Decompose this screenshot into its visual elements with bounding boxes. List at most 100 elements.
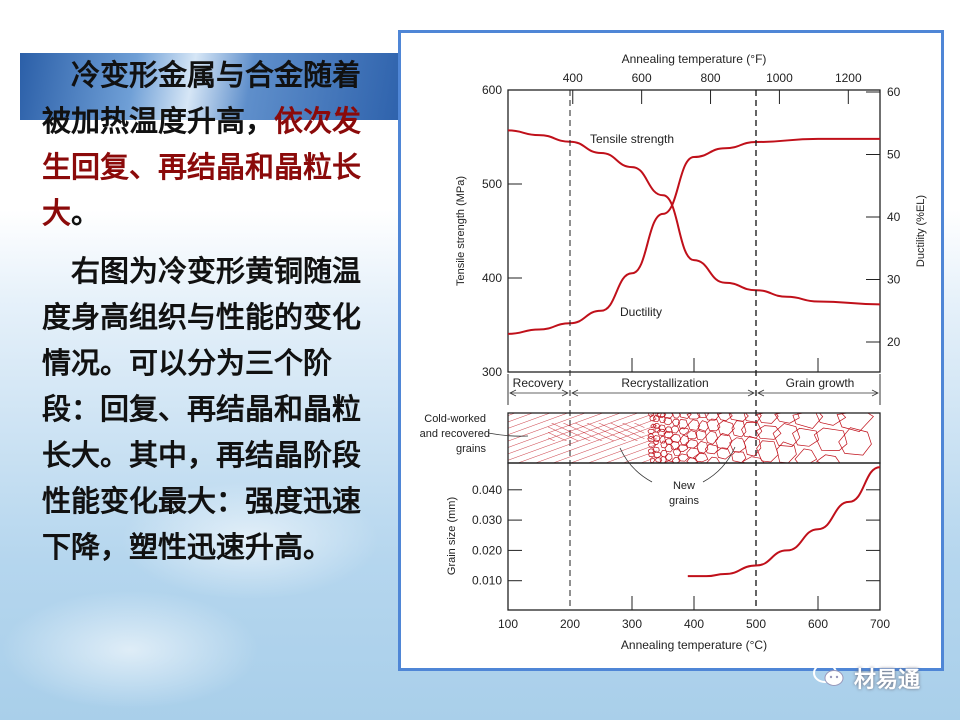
grain-y-tick-label: 0.020 [472, 543, 502, 557]
y-tick-label: 600 [482, 83, 502, 97]
paragraph-2: 右图为冷变形黄铜随温度身高组织与性能的变化情况。可以分为三个阶段：回复、再结晶和… [42, 254, 362, 564]
y2-axis-title: Ductility (%EL) [915, 195, 927, 267]
cold-worked-grains [548, 423, 645, 441]
top-x-axis-title: Annealing temperature (°F) [622, 52, 767, 66]
new-grain [670, 425, 680, 434]
top-x-tick-label: 600 [632, 71, 652, 85]
new-grain [654, 427, 661, 433]
y2-tick-label: 50 [887, 148, 901, 162]
x-tick-label: 700 [870, 617, 890, 631]
x-tick-label: 600 [808, 617, 828, 631]
para1-highlight: 依次发生回复、再结晶和晶粒长大 [42, 104, 362, 230]
new-grain [815, 454, 841, 464]
new-grain [663, 430, 674, 439]
new-grain [813, 427, 848, 451]
new-grain [756, 440, 779, 463]
new-grain [652, 423, 661, 429]
new-grain [838, 427, 872, 456]
watermark: 材易通 [812, 662, 920, 694]
watermark-text: 材易通 [854, 668, 921, 693]
tensile-strength-line [507, 129, 881, 306]
x-tick-label: 400 [684, 617, 704, 631]
new-grain [672, 447, 682, 457]
title-band [20, 53, 400, 120]
grain-y-tick-label: 0.040 [472, 483, 502, 497]
cold-worked-label: grains [456, 443, 486, 455]
x-tick-label: 100 [498, 617, 518, 631]
cold-worked-label: and recovered [420, 428, 490, 440]
y2-tick-label: 30 [887, 273, 901, 287]
new-grain [665, 453, 673, 461]
y-tick-label: 400 [482, 271, 502, 285]
arrowhead [757, 389, 879, 397]
new-grain [670, 440, 680, 451]
new-grain [649, 415, 656, 422]
x-tick-label: 500 [746, 617, 766, 631]
x-tick-label: 200 [560, 617, 580, 631]
new-grain [677, 453, 689, 462]
stage-recrystallization: Recrystallization [621, 376, 708, 390]
new-grain [697, 420, 709, 433]
new-grain [656, 428, 667, 436]
new-grain [647, 433, 655, 440]
new-grain [731, 420, 747, 438]
new-grain [664, 444, 674, 453]
new-grain [670, 433, 682, 443]
stage-grain-growth: Grain growth [786, 376, 855, 390]
grain-size-axis-title: Grain size (mm) [446, 497, 458, 575]
new-grain [729, 437, 747, 453]
top-plot-frame [507, 89, 881, 373]
new-grain [716, 447, 731, 460]
new-grain [692, 452, 709, 463]
stage-recovery: Recovery [513, 376, 564, 390]
new-grain [647, 436, 655, 443]
new-grain [677, 419, 689, 430]
y-tick-label: 500 [482, 177, 502, 191]
new-grain [717, 420, 735, 437]
new-grain [678, 427, 690, 436]
ductility-line [507, 137, 880, 335]
chart-panel [398, 30, 944, 671]
new-grains-label: grains [669, 495, 699, 507]
y-tick-label: 300 [482, 365, 502, 379]
new-grain [685, 439, 699, 449]
x-axis-title: Annealing temperature (°C) [621, 638, 767, 652]
arrowhead [509, 389, 569, 397]
new-grain [792, 427, 820, 447]
new-grain [663, 417, 673, 426]
grain-y-tick-label: 0.030 [472, 513, 502, 527]
top-x-tick-label: 800 [701, 71, 721, 85]
description-text: 冷变形金属与合金随着被加热温度升高，依次发生回复、再结晶和晶粒长大。 右图为冷变… [42, 52, 367, 582]
new-grain [659, 436, 666, 444]
new-grains-label: New [673, 480, 695, 492]
top-x-tick-label: 400 [563, 71, 583, 85]
top-x-tick-label: 1200 [835, 71, 862, 85]
new-grain [715, 433, 733, 450]
new-grain [704, 443, 719, 455]
new-grain [686, 412, 701, 420]
new-grain [687, 419, 701, 431]
new-grain [679, 434, 689, 445]
para1-black: 冷变形金属与合金随着被加热温度升高， [42, 58, 362, 138]
new-grain [695, 428, 707, 441]
arrowhead [571, 389, 755, 397]
new-grain [743, 435, 762, 457]
top-x-tick-label: 1000 [766, 71, 793, 85]
background-cloud [120, 480, 380, 600]
new-grain [653, 439, 660, 445]
new-grain [647, 428, 655, 434]
new-grain [665, 426, 673, 434]
new-grain [658, 424, 666, 433]
grain-y-tick-label: 0.010 [472, 574, 502, 588]
series-label-tensile: Tensile strength [590, 132, 674, 146]
para1-end: 。 [71, 196, 101, 230]
wechat-icon [812, 662, 846, 694]
cold-worked-label: Cold-worked [424, 413, 486, 425]
new-grain [686, 447, 700, 460]
pointer-new-grains [702, 446, 736, 483]
paragraph-1: 冷变形金属与合金随着被加热温度升高，依次发生回复、再结晶和晶粒长大。 [42, 52, 367, 236]
new-grain [792, 412, 824, 429]
y-axis-title: Tensile strength (MPa) [455, 176, 467, 286]
new-grain [705, 456, 721, 464]
